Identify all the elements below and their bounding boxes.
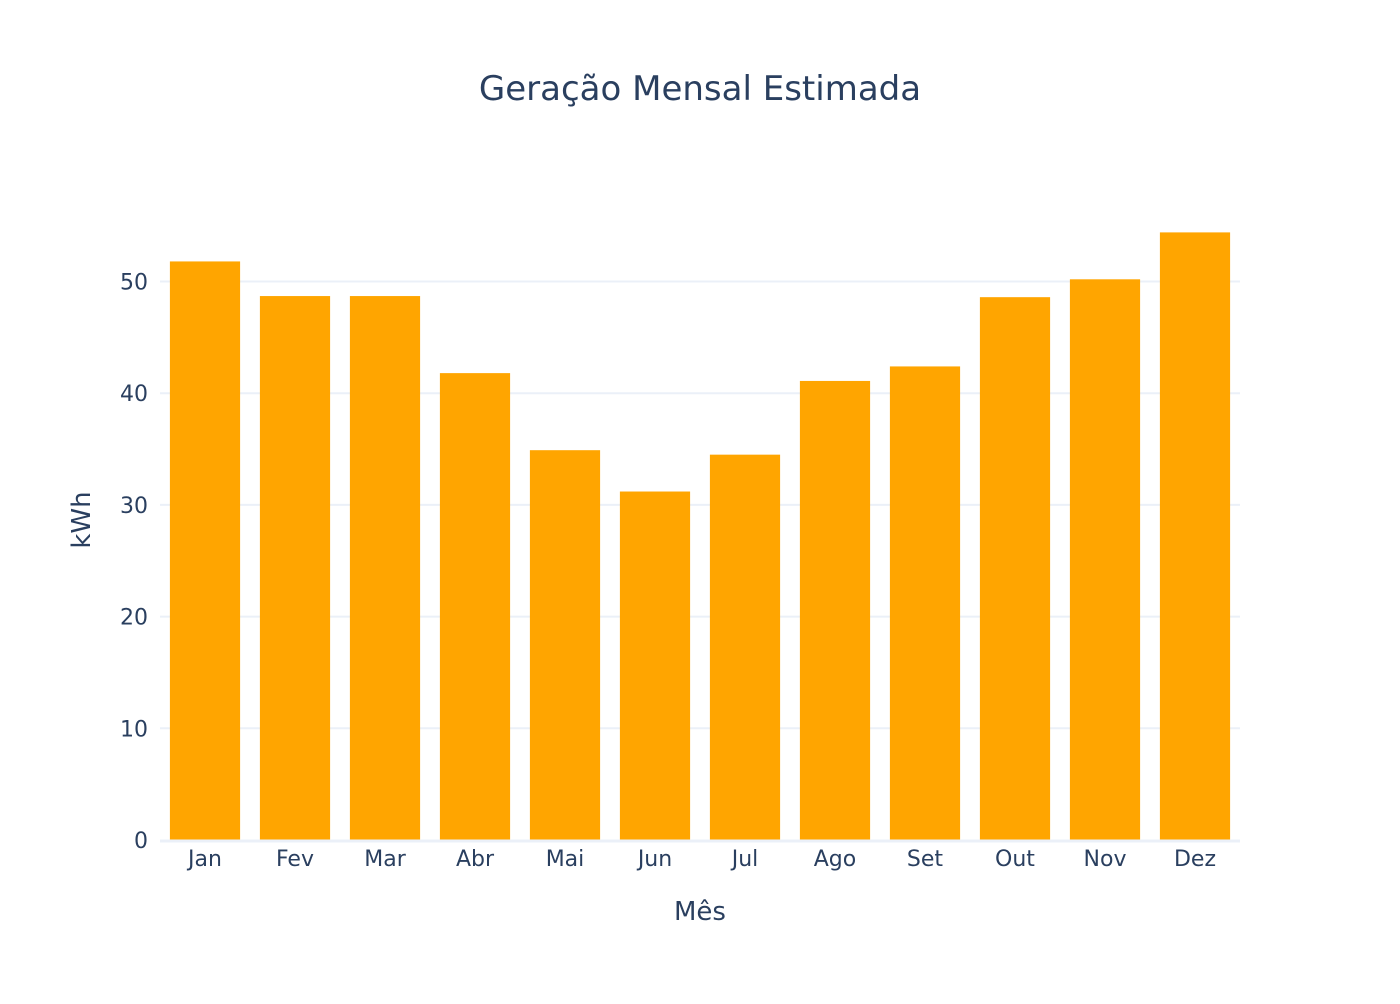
x-tick-label: Ago <box>814 847 856 872</box>
bars <box>160 232 1240 843</box>
bar-ago[interactable] <box>799 380 871 840</box>
bar-mai[interactable] <box>529 450 601 840</box>
y-tick-labels: 0 10 20 30 40 50 <box>120 271 148 854</box>
chart-title: Geração Mensal Estimada <box>479 69 921 109</box>
y-tick-label: 50 <box>120 271 148 296</box>
x-tick-label: Mar <box>364 847 406 872</box>
x-tick-label: Dez <box>1174 847 1216 872</box>
bar-jun[interactable] <box>619 491 691 840</box>
y-tick-label: 20 <box>120 606 148 631</box>
x-tick-label: Mai <box>546 847 585 872</box>
bar-abr[interactable] <box>439 373 511 840</box>
y-tick-label: 0 <box>134 829 148 854</box>
y-tick-label: 40 <box>120 382 148 407</box>
bar-out[interactable] <box>979 297 1051 841</box>
y-axis-title: kWh <box>67 491 97 548</box>
y-tick-label: 10 <box>120 717 148 742</box>
y-tick-label: 30 <box>120 494 148 519</box>
x-tick-label: Out <box>995 847 1035 872</box>
bar-set[interactable] <box>889 366 961 840</box>
bar-nov[interactable] <box>1069 279 1141 841</box>
bar-jul[interactable] <box>709 454 781 840</box>
x-tick-label: Jul <box>730 847 759 872</box>
x-tick-label: Set <box>907 847 944 872</box>
x-tick-labels: Jan Fev Mar Abr Mai Jun Jul Ago Set Out Nov Dez <box>186 847 1216 872</box>
x-tick-label: Nov <box>1084 847 1127 872</box>
x-axis-title: Mês <box>674 897 726 927</box>
x-tick-label: Abr <box>456 847 495 872</box>
bar-dez[interactable] <box>1159 232 1231 840</box>
bar-mar[interactable] <box>349 296 421 840</box>
x-tick-label: Jun <box>636 847 672 872</box>
bar-jan[interactable] <box>169 261 241 841</box>
y-gridlines <box>160 280 1240 730</box>
bar-fev[interactable] <box>259 296 331 840</box>
x-tick-label: Fev <box>276 847 314 872</box>
x-tick-label: Jan <box>186 847 222 872</box>
